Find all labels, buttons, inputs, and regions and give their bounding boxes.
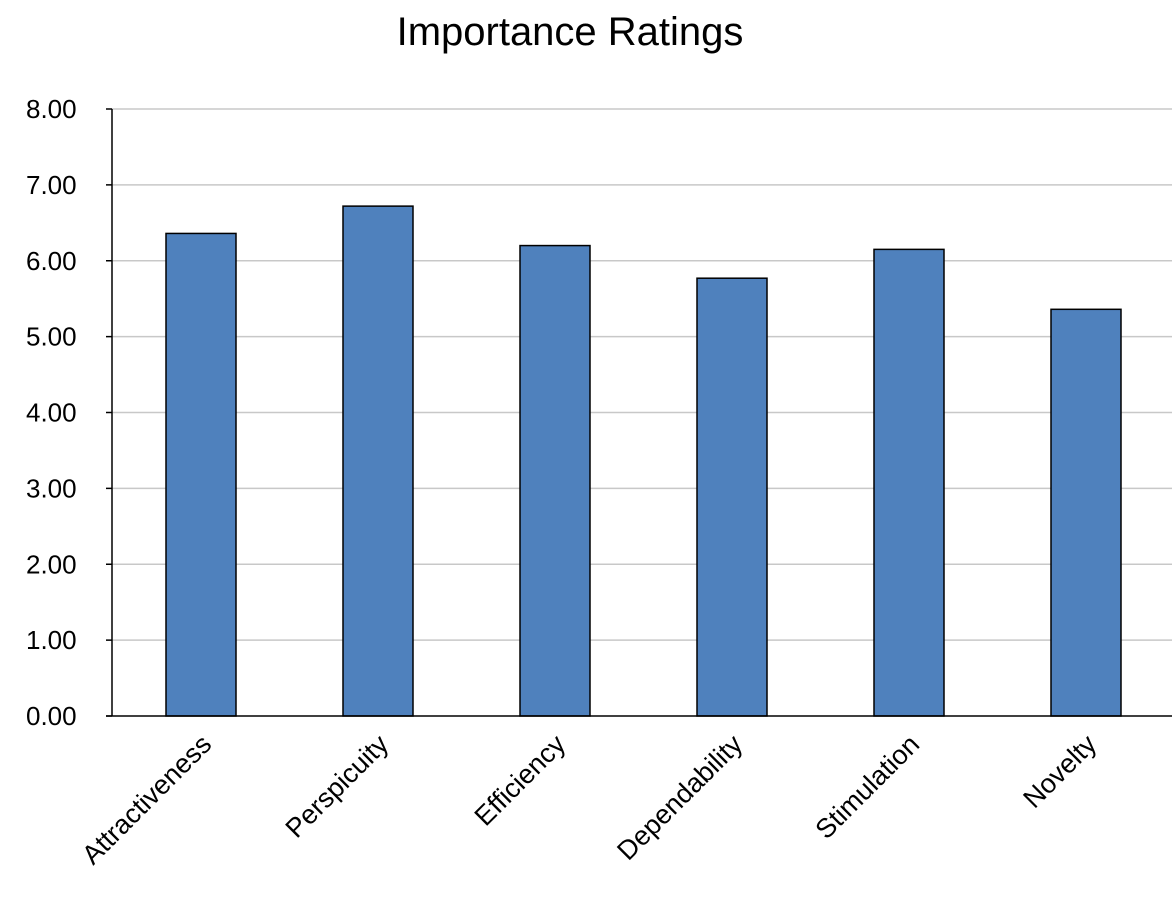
y-tick-label: 2.00 <box>26 549 77 579</box>
x-tick-label: Attractiveness <box>76 729 217 870</box>
y-tick-label: 6.00 <box>26 246 77 276</box>
y-tick-labels: 0.00 1.00 2.00 3.00 4.00 5.00 6.00 7.00 8.00 <box>26 94 77 731</box>
x-tick-labels: Attractiveness Perspicuity Efficiency Depen… <box>76 729 1102 870</box>
x-tick-label: Novelty <box>1017 729 1102 814</box>
y-tick-label: 0.00 <box>26 701 77 731</box>
x-tick-label: Dependability <box>611 729 748 866</box>
axes <box>106 108 1172 717</box>
gridlines <box>112 108 1172 641</box>
x-tick-label: Perspicuity <box>280 729 395 844</box>
y-tick-label: 3.00 <box>26 473 77 503</box>
bar-efficiency <box>519 244 591 717</box>
x-tick-label: Stimulation <box>810 729 926 845</box>
bar-attractiveness <box>165 232 237 717</box>
y-tick-label: 7.00 <box>26 170 77 200</box>
x-tick-label: Efficiency <box>469 729 572 832</box>
bars <box>165 205 1122 717</box>
bar-stimulation <box>873 248 945 717</box>
bar-dependability <box>696 277 768 717</box>
y-tick-label: 8.00 <box>26 94 77 124</box>
chart-title: Importance Ratings <box>396 10 744 54</box>
bar-novelty <box>1050 308 1122 717</box>
y-tick-label: 1.00 <box>26 625 77 655</box>
bar-perspicuity <box>342 205 414 717</box>
y-tick-label: 5.00 <box>26 322 77 352</box>
y-tick-label: 4.00 <box>26 398 77 428</box>
